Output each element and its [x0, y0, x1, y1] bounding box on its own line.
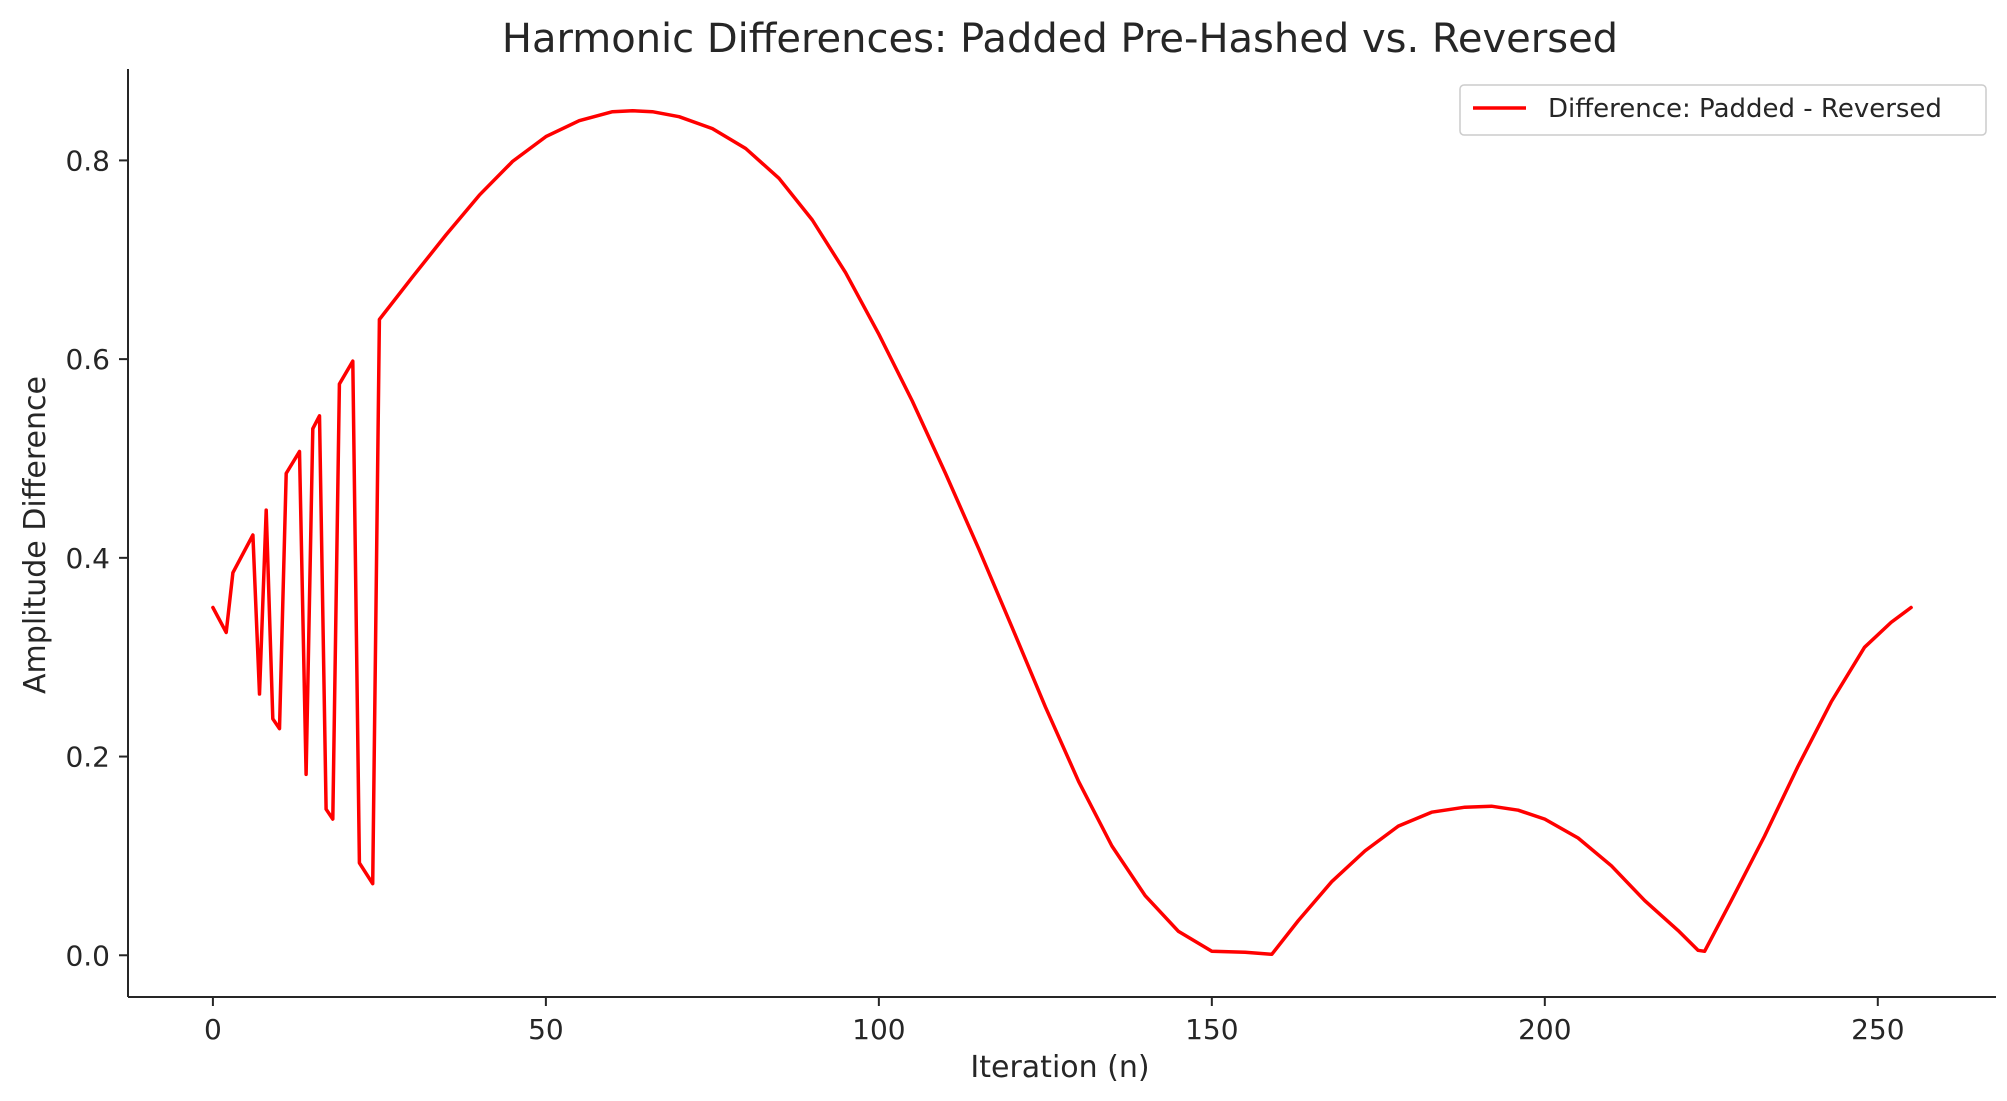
legend-box	[1459, 84, 1987, 136]
series-line-difference	[211, 108, 1913, 957]
y-axis-label: Amplitude Difference	[18, 376, 53, 694]
x-tick-label: 100	[852, 1013, 905, 1046]
series-layer	[211, 108, 1913, 957]
y-tick-label: 0.2	[65, 741, 110, 774]
x-axis-label: Iteration (n)	[970, 1050, 1149, 1085]
y-tick-label: 0.4	[65, 542, 110, 575]
y-tick-label: 0.0	[65, 939, 110, 972]
x-tick-label: 250	[1851, 1013, 1904, 1046]
y-tick-label: 0.6	[65, 343, 110, 376]
x-axis-ticks: 0 50 100 150 200 250	[204, 997, 1905, 1046]
x-tick-label: 150	[1185, 1013, 1238, 1046]
y-axis-ticks: 0.0 0.2 0.4 0.6 0.8	[65, 144, 128, 972]
x-tick-label: 200	[1518, 1013, 1571, 1046]
chart-title: Harmonic Differences: Padded Pre-Hashed …	[502, 16, 1618, 62]
legend: Difference: Padded - Reversed	[1459, 84, 1987, 136]
x-tick-label: 50	[528, 1013, 564, 1046]
legend-label: Difference: Padded - Reversed	[1548, 94, 1942, 124]
x-tick-label: 0	[204, 1013, 222, 1046]
y-tick-label: 0.8	[65, 144, 110, 177]
